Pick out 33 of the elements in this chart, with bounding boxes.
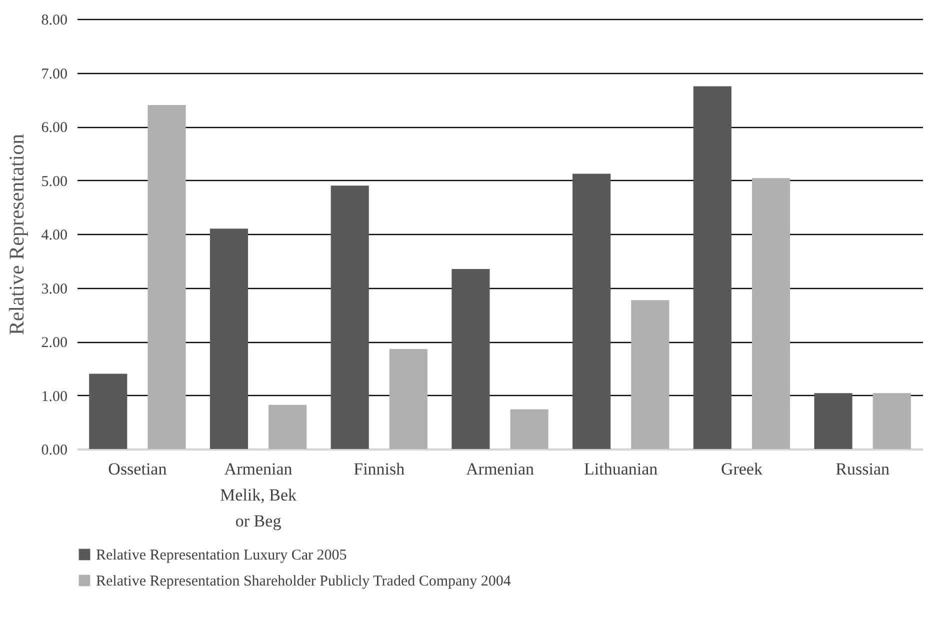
- legend-label: Relative Representation Shareholder Publicly Traded Company 2004: [96, 574, 512, 590]
- y-tick-label: 4.00: [41, 228, 68, 244]
- bar: [389, 349, 428, 449]
- bar: [89, 374, 128, 449]
- x-tick-label: Armenian Melik, Bek or Beg: [220, 460, 298, 530]
- x-tick-label: Greek: [720, 460, 763, 478]
- x-tick-label: Armenian: [466, 460, 534, 478]
- legend-label: Relative Representation Luxury Car 2005: [96, 548, 347, 564]
- bar: [210, 228, 248, 449]
- x-tick-label: Lithuanian: [584, 460, 658, 478]
- y-axis-title: Relative Representation: [4, 133, 28, 336]
- bar: [693, 86, 732, 449]
- x-tick-label: Ossetian: [108, 460, 168, 478]
- y-tick-label: 8.00: [41, 12, 68, 28]
- bar: [872, 393, 911, 449]
- bar: [510, 409, 548, 449]
- y-tick-label: 0.00: [41, 442, 68, 458]
- bar: [330, 186, 369, 449]
- y-tick-label: 1.00: [41, 388, 68, 405]
- y-tick-label: 7.00: [41, 66, 68, 82]
- bar: [631, 300, 670, 449]
- bar: [572, 174, 611, 449]
- bar: [268, 404, 307, 449]
- x-tick-label: Finnish: [354, 460, 406, 478]
- y-tick-label: 6.00: [41, 120, 68, 136]
- bar: [148, 105, 186, 449]
- bar: [814, 393, 852, 449]
- bar: [452, 268, 490, 449]
- y-tick-label: 2.00: [41, 335, 68, 351]
- bar: [752, 178, 790, 449]
- x-tick-label: Russian: [836, 460, 890, 478]
- y-tick-label: 5.00: [41, 174, 68, 190]
- y-tick-label: 3.00: [41, 281, 68, 298]
